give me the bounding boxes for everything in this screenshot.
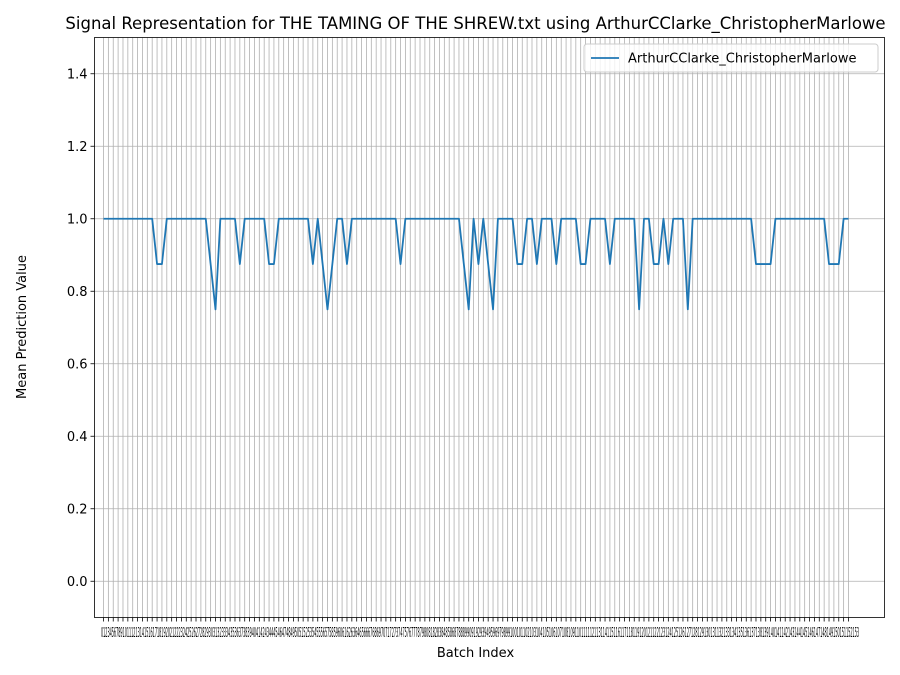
x-axis-ticks bbox=[103, 617, 849, 622]
legend-label: ArthurCClarke_ChristopherMarlowe bbox=[628, 52, 856, 67]
y-gridlines bbox=[94, 73, 885, 582]
y-tick-label: 1.0 bbox=[67, 212, 88, 227]
x-axis-label: Batch Index bbox=[437, 646, 515, 661]
y-axis-ticks: 0.0 0.2 0.4 0.6 0.8 1.0 1.2 1.4 bbox=[67, 67, 95, 590]
chart-title: Signal Representation for THE TAMING OF … bbox=[65, 14, 885, 34]
y-tick-label: 0.4 bbox=[67, 430, 88, 445]
y-tick-label: 0.8 bbox=[67, 285, 88, 300]
legend: ArthurCClarke_ChristopherMarlowe bbox=[583, 43, 879, 73]
y-tick-label: 0.2 bbox=[67, 502, 88, 517]
x-gridlines bbox=[103, 37, 849, 618]
legend-box bbox=[583, 43, 879, 73]
series-line bbox=[103, 217, 849, 311]
x-tick-labels: 0123456789101112131415161718192021222324… bbox=[101, 626, 859, 641]
y-tick-label: 0.6 bbox=[67, 357, 88, 372]
plot-area-frame bbox=[94, 37, 885, 618]
y-axis-label: Mean Prediction Value bbox=[15, 255, 30, 399]
y-tick-label: 0.0 bbox=[67, 575, 88, 590]
y-tick-label: 1.2 bbox=[67, 140, 88, 155]
y-tick-label: 1.4 bbox=[67, 67, 88, 82]
